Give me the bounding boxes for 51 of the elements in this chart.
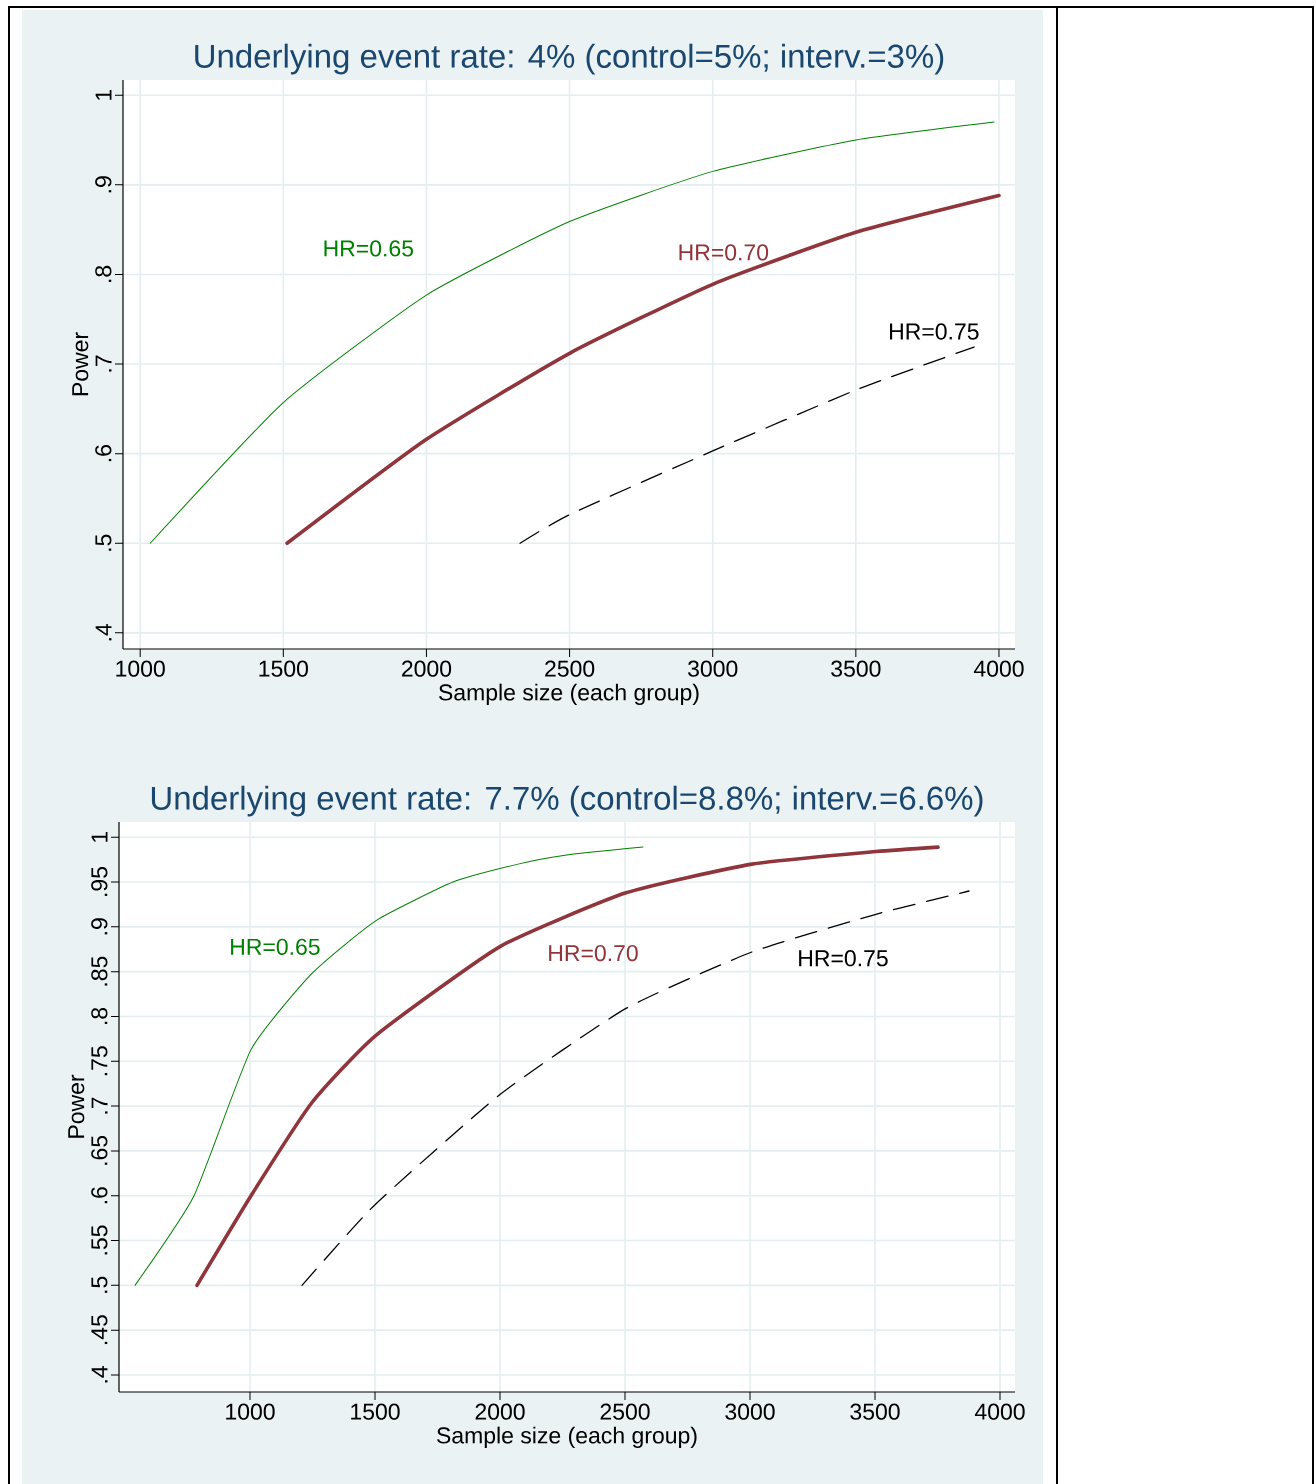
x-tick-label: 2500 (545, 660, 595, 677)
y-tick-label: .5 (95, 534, 112, 551)
line-series (285, 193, 1001, 546)
x-tick-label: 1500 (351, 1403, 400, 1420)
y-tick-label: .55 (91, 1225, 108, 1255)
x-tick-label: 4000 (974, 1403, 1025, 1420)
y-tick-label: .75 (91, 1046, 108, 1076)
annotation: HR=0.75 (890, 323, 979, 340)
y-tick-label: .8 (95, 265, 112, 282)
line-series (195, 845, 940, 1288)
chart-title: Underlying event rate: 7.7% (control=8.8%; interv.=6.6%) (151, 785, 983, 817)
y-tick-label: .6 (95, 445, 112, 462)
x-tick-label: 2500 (600, 1403, 650, 1420)
annotation: HR=0.75 (799, 950, 888, 967)
x-tick-label: 1000 (116, 660, 165, 677)
line-series (149, 121, 995, 544)
annotation: HR=0.65 (231, 938, 320, 955)
y-tick-label: .5 (91, 1276, 108, 1293)
x-tick-label: 4000 (973, 660, 1024, 677)
y-tick-label: .85 (91, 956, 108, 986)
x-tick-label: 3500 (831, 660, 881, 677)
x-tick-label: 3500 (850, 1403, 900, 1420)
x-axis-title: Sample size (each group) (439, 683, 699, 706)
x-axis-title: Sample size (each group) (437, 1426, 697, 1449)
annotation: HR=0.70 (549, 944, 638, 962)
y-tick-label: .7 (91, 1097, 108, 1114)
y-axis-title: Power (72, 332, 89, 396)
y-tick-label: 1 (95, 89, 112, 100)
annotation: HR=0.65 (324, 240, 414, 257)
y-tick-label: .6 (91, 1187, 108, 1204)
chart-title: Underlying event rate: 4% (control=5%; interv.=3%) (195, 43, 944, 75)
annotation: HR=0.70 (679, 244, 769, 261)
x-tick-label: 1500 (259, 660, 308, 677)
y-tick-label: 1 (91, 831, 108, 842)
y-tick-label: .9 (91, 918, 108, 935)
y-tick-label: .4 (91, 1366, 108, 1383)
y-tick-label: .45 (91, 1315, 108, 1345)
y-tick-label: .95 (91, 867, 108, 896)
line-series (134, 846, 644, 1286)
y-tick-label: .7 (95, 355, 112, 372)
y-tick-label: .65 (91, 1135, 108, 1165)
x-tick-label: 2000 (475, 1403, 525, 1420)
x-tick-label: 1000 (226, 1403, 275, 1420)
y-tick-label: .4 (95, 623, 112, 641)
line-series (519, 346, 975, 544)
y-axis-title: Power (68, 1074, 85, 1138)
x-tick-label: 2000 (402, 660, 452, 677)
x-tick-label: 3000 (688, 660, 738, 677)
y-tick-label: .8 (91, 1007, 108, 1024)
x-tick-label: 3000 (725, 1403, 775, 1420)
y-tick-label: .9 (95, 176, 112, 193)
